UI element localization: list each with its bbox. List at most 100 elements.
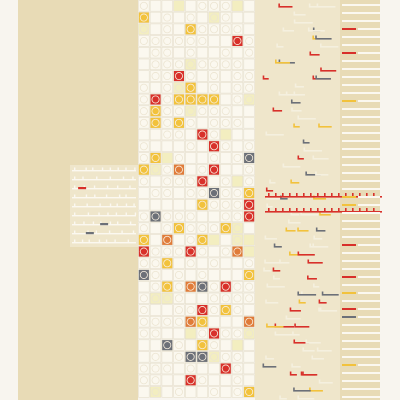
cell (138, 35, 150, 47)
mark-tick (290, 99, 293, 102)
cell-ring (163, 235, 172, 244)
mark-tick (301, 291, 303, 294)
cell (220, 11, 232, 24)
mark (262, 78, 269, 80)
cell (185, 351, 197, 363)
stripe (342, 252, 380, 254)
mark-tick (312, 27, 315, 30)
cell-ring (245, 189, 254, 198)
cell (161, 327, 173, 340)
cell (161, 374, 173, 386)
mark-tick (318, 123, 320, 126)
cell (173, 128, 185, 141)
cell (185, 199, 197, 211)
mark-tick (297, 291, 300, 294)
cell (196, 234, 208, 246)
band-line (72, 188, 136, 190)
cell (231, 140, 244, 152)
band-tick (74, 194, 76, 197)
stripe (342, 140, 380, 142)
mark (321, 294, 339, 296)
cell-ring (163, 130, 172, 139)
cell-ring (210, 224, 219, 233)
cell (161, 245, 173, 258)
cell (185, 164, 197, 176)
cell-ring (245, 177, 254, 186)
cell-ring (233, 235, 242, 244)
cell (220, 58, 232, 70)
cell-ring (233, 95, 242, 104)
cell (173, 117, 185, 129)
cell (231, 105, 244, 117)
cell-ring (139, 165, 148, 174)
stripe (342, 108, 380, 110)
mark-tick (309, 51, 312, 54)
cell-ring (186, 36, 195, 45)
stripe (342, 204, 356, 206)
band-tick (74, 176, 76, 179)
band-tick (83, 221, 85, 224)
stripe (342, 308, 356, 310)
cell (173, 23, 185, 35)
cell (185, 327, 197, 340)
cell (196, 105, 208, 117)
cell-ring (186, 25, 195, 34)
cell (161, 23, 173, 35)
cell (220, 327, 232, 340)
cell (208, 11, 220, 24)
cell (243, 304, 255, 316)
band-tick (96, 176, 98, 179)
cell (243, 339, 255, 351)
cell-ring (139, 107, 148, 116)
cell-ring (221, 13, 230, 22)
cell (243, 46, 255, 59)
mark (297, 294, 317, 296)
cell (208, 140, 220, 152)
cell-ring (233, 153, 242, 162)
mark-tick (274, 331, 277, 334)
cell (231, 128, 244, 141)
mark (297, 118, 316, 120)
band-tick (116, 221, 119, 224)
mark (319, 46, 339, 48)
stripe (342, 276, 356, 278)
stripe (342, 324, 380, 326)
cell (161, 82, 173, 94)
cell-ring (139, 235, 148, 244)
cell (185, 175, 197, 187)
cell-ring (163, 341, 172, 350)
cell-ring (210, 294, 219, 303)
cell (185, 128, 197, 141)
mark-tick (302, 139, 305, 142)
mark-tick (312, 75, 315, 78)
cell (196, 245, 208, 258)
cell-ring (163, 25, 172, 34)
cell (196, 339, 208, 351)
cell-ring (221, 200, 230, 209)
mark (293, 342, 309, 344)
cell-ring (198, 60, 207, 69)
cell-ring (210, 118, 219, 127)
cell (196, 11, 208, 24)
mark-tick (297, 115, 300, 118)
mark (294, 326, 310, 328)
red-tick (345, 193, 347, 196)
mark-tick (315, 75, 317, 78)
band-tick (74, 212, 76, 215)
cell (161, 11, 173, 24)
cell (231, 245, 244, 258)
mark (291, 366, 301, 368)
stripe (342, 4, 380, 6)
cell-ring (245, 142, 254, 151)
cell-ring (174, 387, 183, 396)
cell (149, 304, 162, 316)
mark-tick (309, 387, 311, 390)
cell (196, 269, 208, 281)
cell-ring (245, 259, 254, 268)
cell (196, 140, 208, 152)
cell (220, 269, 232, 281)
band-line (72, 233, 136, 235)
mark (294, 86, 304, 88)
mark-tick (305, 171, 307, 174)
cell-ring (186, 224, 195, 233)
